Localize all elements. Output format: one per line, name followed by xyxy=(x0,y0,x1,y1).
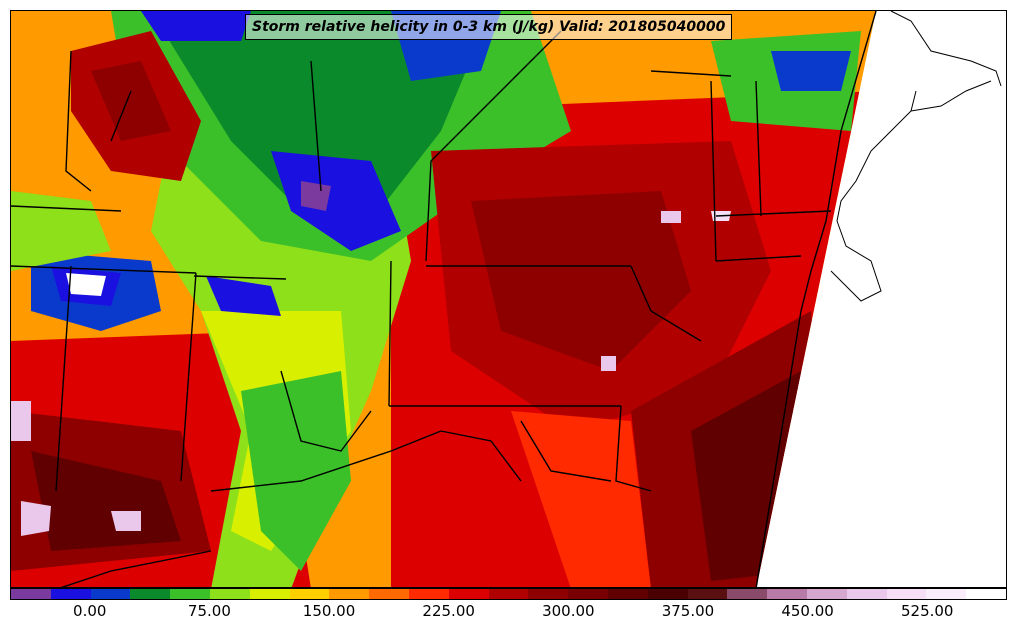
colorbar-tick-label: 150.00 xyxy=(302,602,356,620)
colorbar-segment xyxy=(966,589,1006,599)
colorbar-segment xyxy=(846,589,887,599)
colorbar-segment xyxy=(448,589,489,599)
colorbar-segment xyxy=(767,589,807,599)
colorbar-segment xyxy=(528,589,569,599)
colorbar-tick-label: 225.00 xyxy=(422,602,475,620)
colorbar-segment xyxy=(727,589,768,599)
colorbar-segment xyxy=(369,589,409,599)
colorbar-segment xyxy=(806,589,847,599)
colorbar-segment xyxy=(11,589,51,599)
colorbar-tick-labels: 0.00 75.00 150.00 225.00 300.00 375.00 450.00 5… xyxy=(10,602,1007,624)
colorbar-segment xyxy=(647,589,688,599)
srh-field-map xyxy=(11,11,1002,587)
colorbar-segment xyxy=(209,589,250,599)
colorbar xyxy=(10,588,1007,600)
colorbar-tick-label: 75.00 xyxy=(187,602,231,620)
colorbar-segment xyxy=(926,589,967,599)
map-title: Storm relative helicity in 0-3 km (J/kg)… xyxy=(245,14,733,40)
coastline-east xyxy=(830,11,1002,302)
colorbar-tick-label: 375.00 xyxy=(661,602,715,620)
colorbar-tick-label: 300.00 xyxy=(542,602,595,620)
colorbar-segment xyxy=(329,589,370,599)
colorbar-segment xyxy=(568,589,608,599)
colorbar-segment xyxy=(249,589,290,599)
colorbar-segment xyxy=(687,589,728,599)
colorbar-segment xyxy=(408,589,449,599)
colorbar-segment xyxy=(289,589,330,599)
colorbar-segment xyxy=(50,589,91,599)
colorbar-segment xyxy=(170,589,210,599)
colorbar-tick-label: 525.00 xyxy=(900,602,954,620)
colorbar-segment xyxy=(90,589,131,599)
colorbar-tick-label: 0.00 xyxy=(73,602,107,620)
state-boundaries xyxy=(11,11,877,587)
colorbar-segment xyxy=(488,589,529,599)
colorbar-tick-label: 450.00 xyxy=(781,602,834,620)
colorbar-segment xyxy=(130,589,171,599)
map-panel xyxy=(10,10,1007,588)
helicity-contours xyxy=(11,11,876,587)
colorbar-segment xyxy=(886,589,927,599)
colorbar-segment xyxy=(607,589,648,599)
